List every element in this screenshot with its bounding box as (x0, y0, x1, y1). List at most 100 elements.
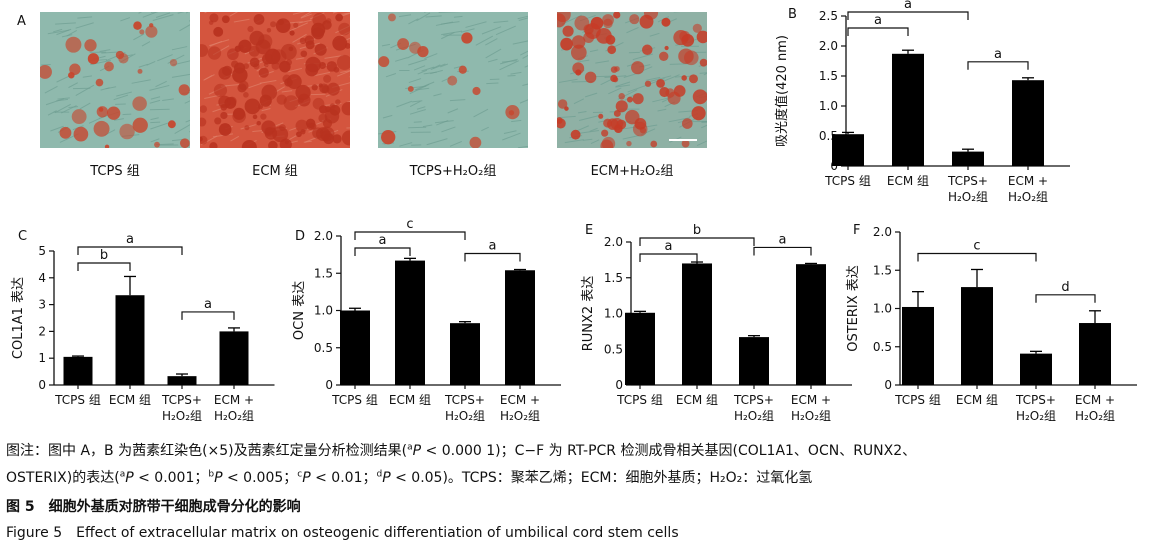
calcium-nodule (40, 65, 52, 79)
calcium-nodule (388, 13, 396, 22)
calcium-nodule (607, 45, 617, 55)
cell-fiber (47, 29, 70, 35)
calcium-nodule (632, 93, 644, 105)
calcium-nodule (167, 120, 176, 129)
calcium-nodule (241, 139, 257, 148)
cell-fiber (292, 33, 307, 43)
cell-fiber (595, 60, 610, 64)
cell-fiber (179, 24, 190, 32)
cell-fiber (385, 73, 397, 78)
x-tick-label: H₂O₂组 (734, 409, 774, 423)
chart-e: E 0 0.5 1.0 1.5 2.0 RUNX2 表达 TCPS 组 ECM 组 TCPS+ H₂… (581, 223, 852, 423)
calcium-nodule (590, 16, 604, 30)
calcium-nodule (629, 14, 640, 25)
calcium-nodule (673, 85, 686, 97)
calcium-nodule (283, 95, 299, 111)
cell-fiber (336, 70, 350, 77)
cell-fiber (416, 106, 426, 110)
cell-fiber (590, 139, 600, 145)
x-tick-label: ECM 组 (887, 174, 929, 188)
cell-fiber (485, 48, 502, 59)
y-tick-label: 0.5 (314, 341, 333, 355)
cell-fiber (381, 43, 391, 47)
cell-fiber (615, 84, 631, 88)
calcium-nodule (275, 18, 291, 34)
x-tick-label: TCPS+ (444, 393, 485, 407)
calcium-nodule (249, 30, 265, 46)
x-tick-label: H₂O₂组 (1075, 409, 1115, 423)
x-tick-label: H₂O₂组 (162, 409, 202, 423)
calcium-nodule (200, 117, 207, 127)
panel-letter: D (295, 229, 305, 244)
cell-fiber (53, 28, 63, 33)
calcium-nodule (209, 142, 218, 148)
cell-fiber (100, 87, 110, 91)
cell-fiber (138, 63, 148, 68)
cell-fiber (281, 90, 293, 93)
calcium-nodule (154, 141, 160, 148)
cell-fiber (155, 80, 167, 88)
calcium-nodule (603, 18, 613, 29)
y-tick-label: 1.0 (819, 99, 838, 113)
cell-fiber (615, 81, 631, 88)
calcium-nodule (314, 43, 327, 56)
cell-fiber (138, 12, 143, 14)
cell-fiber (632, 53, 654, 61)
calcium-nodule (601, 129, 609, 137)
bar (832, 134, 864, 166)
calcium-nodule (312, 27, 325, 40)
cell-fiber (413, 121, 422, 123)
calcium-nodule (639, 14, 654, 29)
sig-a-val: < 0.001； (133, 470, 209, 486)
cell-fiber (259, 79, 277, 84)
x-tick-label: ECM 组 (676, 393, 718, 407)
cell-fiber (449, 141, 462, 147)
calcium-nodule (270, 21, 277, 28)
calcium-nodule (300, 129, 306, 135)
cell-fiber (146, 60, 156, 66)
significance-bracket (1035, 294, 1096, 303)
calcium-nodule (332, 35, 348, 51)
calcium-nodule (681, 75, 687, 81)
calcium-nodule (315, 127, 330, 142)
bar (1079, 323, 1111, 385)
cell-fiber (324, 55, 344, 59)
cell-fiber (122, 113, 132, 116)
calcium-nodule (132, 117, 148, 133)
cell-fiber (261, 108, 271, 112)
calcium-nodule (252, 114, 258, 120)
y-tick-label: 1.0 (873, 302, 892, 316)
bar (395, 260, 425, 385)
cell-fiber (399, 142, 413, 147)
calcium-nodule (284, 140, 289, 145)
cell-fiber (576, 125, 589, 132)
y-axis-label: COL1A1 表达 (11, 277, 26, 359)
calcium-nodule (253, 14, 265, 25)
cell-fiber (433, 93, 442, 97)
bar (739, 337, 769, 385)
cell-fiber (45, 98, 65, 106)
cell-fiber (495, 25, 516, 36)
calcium-nodule (557, 12, 571, 23)
micrograph-caption-tcps-h2o2: TCPS+H₂O₂组 (409, 164, 497, 179)
cell-fiber (408, 58, 427, 66)
cell-fiber (430, 69, 443, 75)
calcium-nodule (606, 118, 619, 130)
calcium-nodule (329, 103, 336, 109)
y-tick-label: 1.0 (604, 307, 623, 321)
cell-fiber (113, 94, 129, 101)
calcium-nodule (145, 25, 158, 38)
micrograph-ecm-h2o2 (557, 12, 707, 148)
calcium-nodule (564, 106, 569, 111)
significance-bracket (639, 237, 755, 246)
micrograph-texture (378, 12, 528, 148)
cell-fiber (292, 12, 306, 15)
cell-fiber (409, 108, 426, 115)
cell-fiber (577, 111, 587, 114)
cell-fiber (582, 138, 593, 141)
calcium-nodule (289, 30, 295, 36)
significance-bracket (847, 11, 969, 20)
chart-c: C 0 1 2 3 4 5 COL1A1 表达 TCPS 组 ECM 组 TCPS+ H₂O₂组 ECM… (11, 229, 275, 423)
significance-bracket (917, 252, 1037, 262)
calcium-nodule (299, 37, 307, 45)
